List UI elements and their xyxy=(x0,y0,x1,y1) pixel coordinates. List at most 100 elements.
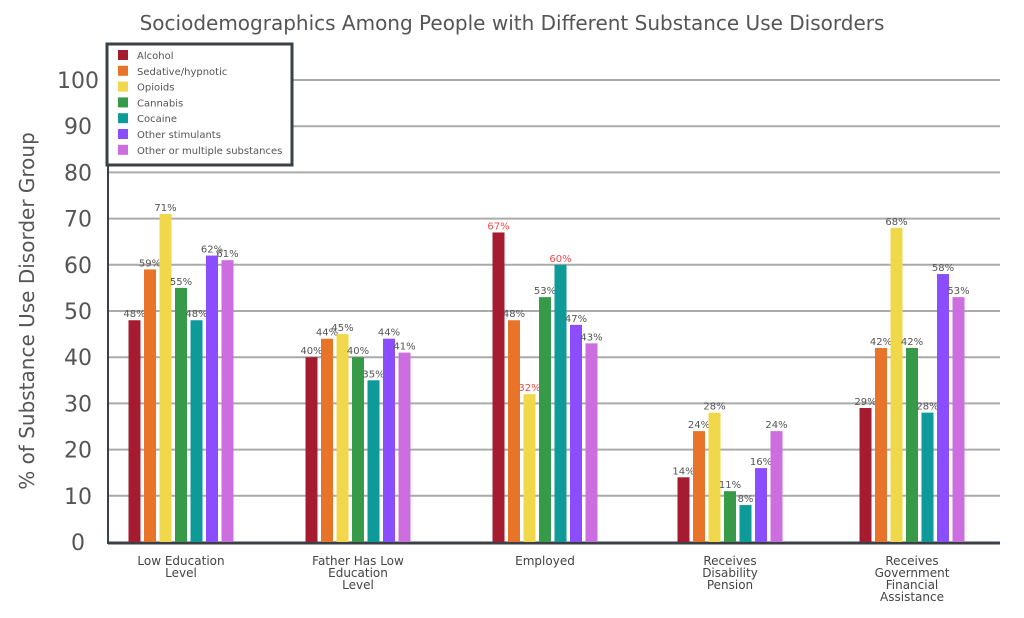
bar xyxy=(890,227,903,542)
legend-label: Other stimulants xyxy=(137,130,221,141)
data-label: 48% xyxy=(503,309,525,320)
data-label: 62% xyxy=(201,245,223,256)
bar xyxy=(523,394,536,542)
data-label: 44% xyxy=(316,328,338,339)
bar xyxy=(906,347,918,542)
data-label: 68% xyxy=(885,217,907,228)
bar xyxy=(398,352,411,542)
chart-title: Sociodemographics Among People with Diff… xyxy=(140,11,885,35)
data-label: 59% xyxy=(139,258,161,269)
bar xyxy=(321,338,333,542)
bar xyxy=(367,380,380,542)
data-label: 58% xyxy=(932,263,954,274)
data-label: 11% xyxy=(719,480,741,491)
bar xyxy=(937,274,949,542)
legend: Alcohol Sedative/hypnotic Opioids Cannabis C… xyxy=(105,42,294,167)
data-label: 29% xyxy=(854,397,876,408)
bar xyxy=(554,264,567,542)
data-label: 8% xyxy=(738,494,754,505)
bar xyxy=(739,505,752,542)
x-tick-label: Receives xyxy=(703,554,756,568)
x-tick-label: Employed xyxy=(515,554,575,568)
x-tick-label: Education xyxy=(328,566,388,580)
x-tick-label: Pension xyxy=(707,578,753,592)
bar xyxy=(708,412,721,542)
data-label: 24% xyxy=(765,420,787,431)
x-tick-label: Financial xyxy=(886,578,939,592)
bar xyxy=(159,213,172,543)
data-label: 42% xyxy=(870,337,892,348)
data-label: 40% xyxy=(300,346,322,357)
bar xyxy=(724,491,736,542)
x-tick-label: Assistance xyxy=(880,590,944,604)
data-label: 61% xyxy=(216,249,238,260)
legend-label: Cannabis xyxy=(137,98,183,109)
data-label: 35% xyxy=(362,369,384,380)
y-tick-label: 70 xyxy=(64,208,92,233)
bar xyxy=(305,357,318,542)
legend-swatch xyxy=(118,144,128,155)
bar xyxy=(206,255,218,542)
data-label: 32% xyxy=(518,383,540,394)
bar xyxy=(492,232,505,542)
legend-swatch xyxy=(118,50,128,60)
y-tick-label: 100 xyxy=(57,69,99,94)
x-tick-label: Level xyxy=(342,578,374,592)
data-label: 48% xyxy=(123,309,145,320)
bar xyxy=(875,347,887,542)
data-label: 71% xyxy=(154,203,176,214)
y-tick-label: 40 xyxy=(64,346,92,371)
x-tick-label: Father Has Low xyxy=(312,554,404,568)
x-tick-label: Low Education xyxy=(137,554,224,568)
legend-label: Alcohol xyxy=(137,51,173,62)
y-tick-label: 50 xyxy=(64,300,92,325)
x-tick-label: Government xyxy=(875,566,950,580)
data-label: 53% xyxy=(534,286,556,297)
x-tick-label: Receives xyxy=(885,554,938,568)
legend-swatch xyxy=(118,65,128,76)
legend-swatch xyxy=(118,81,128,92)
legend-swatch xyxy=(118,113,128,124)
data-label: 28% xyxy=(916,402,938,413)
y-tick-label: 20 xyxy=(64,439,92,464)
bar xyxy=(128,320,141,542)
y-axis-label: % of Substance Use Disorder Group xyxy=(15,132,39,490)
data-label: 53% xyxy=(947,286,969,297)
legend-label: Other or multiple substances xyxy=(137,146,282,157)
bar xyxy=(336,334,349,542)
data-label: 47% xyxy=(565,314,587,325)
data-label: 67% xyxy=(487,221,509,232)
data-label: 14% xyxy=(672,466,694,477)
data-label: 60% xyxy=(549,254,571,265)
y-tick-label: 30 xyxy=(64,392,92,417)
data-label: 48% xyxy=(185,309,207,320)
bar xyxy=(175,287,187,542)
bar xyxy=(770,431,783,542)
data-label: 45% xyxy=(331,323,353,334)
data-label: 43% xyxy=(580,332,602,343)
bar xyxy=(677,477,690,542)
bar xyxy=(755,468,767,542)
bar xyxy=(585,343,598,542)
bar xyxy=(352,357,364,542)
bar xyxy=(190,320,203,542)
data-label: 24% xyxy=(688,420,710,431)
bar xyxy=(693,431,705,542)
data-label: 44% xyxy=(378,328,400,339)
bar xyxy=(570,324,582,542)
y-tick-label: 10 xyxy=(64,485,92,510)
data-label: 42% xyxy=(901,337,923,348)
bar xyxy=(221,260,234,542)
bar xyxy=(539,297,551,542)
y-tick-label: 80 xyxy=(64,161,92,186)
bar xyxy=(952,297,965,542)
legend-swatch xyxy=(118,97,128,108)
y-tick-label: 0 xyxy=(71,531,85,556)
data-label: 41% xyxy=(393,342,415,353)
bar xyxy=(383,338,395,542)
bar xyxy=(921,412,934,542)
data-label: 40% xyxy=(347,346,369,357)
x-tick-label: Level xyxy=(165,566,197,580)
legend-box xyxy=(105,42,294,167)
data-label: 55% xyxy=(170,277,192,288)
